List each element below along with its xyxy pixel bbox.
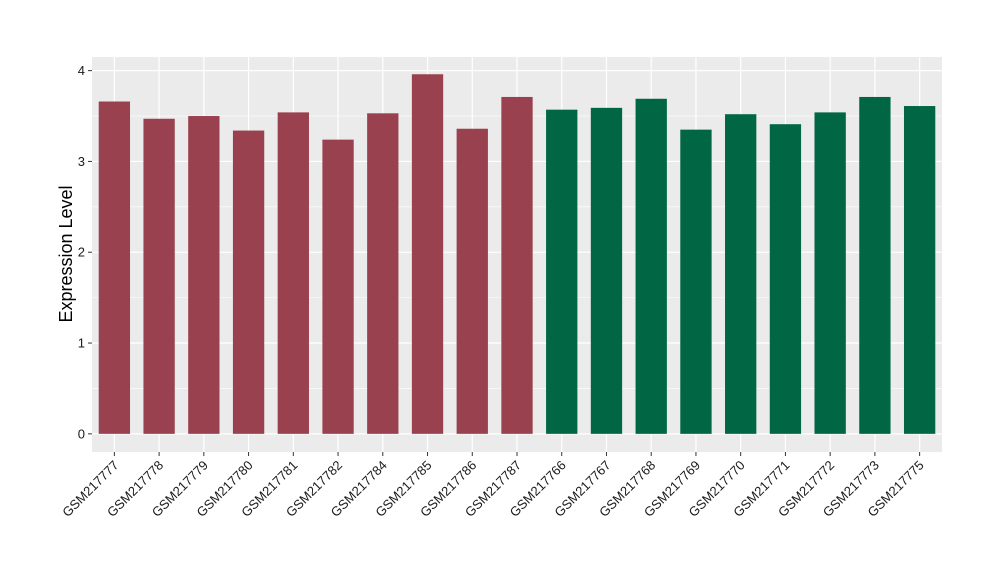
y-tick-label: 4 [78,63,85,78]
x-axis: GSM217777GSM217778GSM217779GSM217780GSM2… [59,452,927,520]
bar-GSM217779 [188,116,220,434]
bar-GSM217778 [143,118,175,434]
bar-GSM217784 [367,113,399,434]
bar-GSM217781 [277,112,309,434]
bar-GSM217767 [590,107,623,434]
bar-GSM217787 [501,96,533,434]
y-axis-title: Expression Level [56,185,76,322]
y-tick-label: 3 [78,154,85,169]
y-tick-label: 0 [78,426,85,441]
bar-GSM217766 [546,109,578,434]
y-tick-label: 1 [78,336,85,351]
y-axis: 0 1 2 3 4 [78,63,92,441]
bar-GSM217780 [232,130,265,434]
bar-GSM217768 [635,98,667,434]
bar-GSM217772 [814,112,846,434]
bar-GSM217777 [98,101,131,434]
bar-GSM217770 [725,114,757,434]
bar-GSM217782 [322,139,354,434]
bar-GSM217773 [859,96,891,434]
bar-GSM217775 [903,106,936,434]
bar-GSM217785 [411,74,444,434]
bars-group [98,74,936,434]
y-tick-label: 2 [78,245,85,260]
bar-GSM217769 [680,129,712,434]
bar-GSM217786 [456,128,488,434]
bar-GSM217771 [769,124,802,434]
